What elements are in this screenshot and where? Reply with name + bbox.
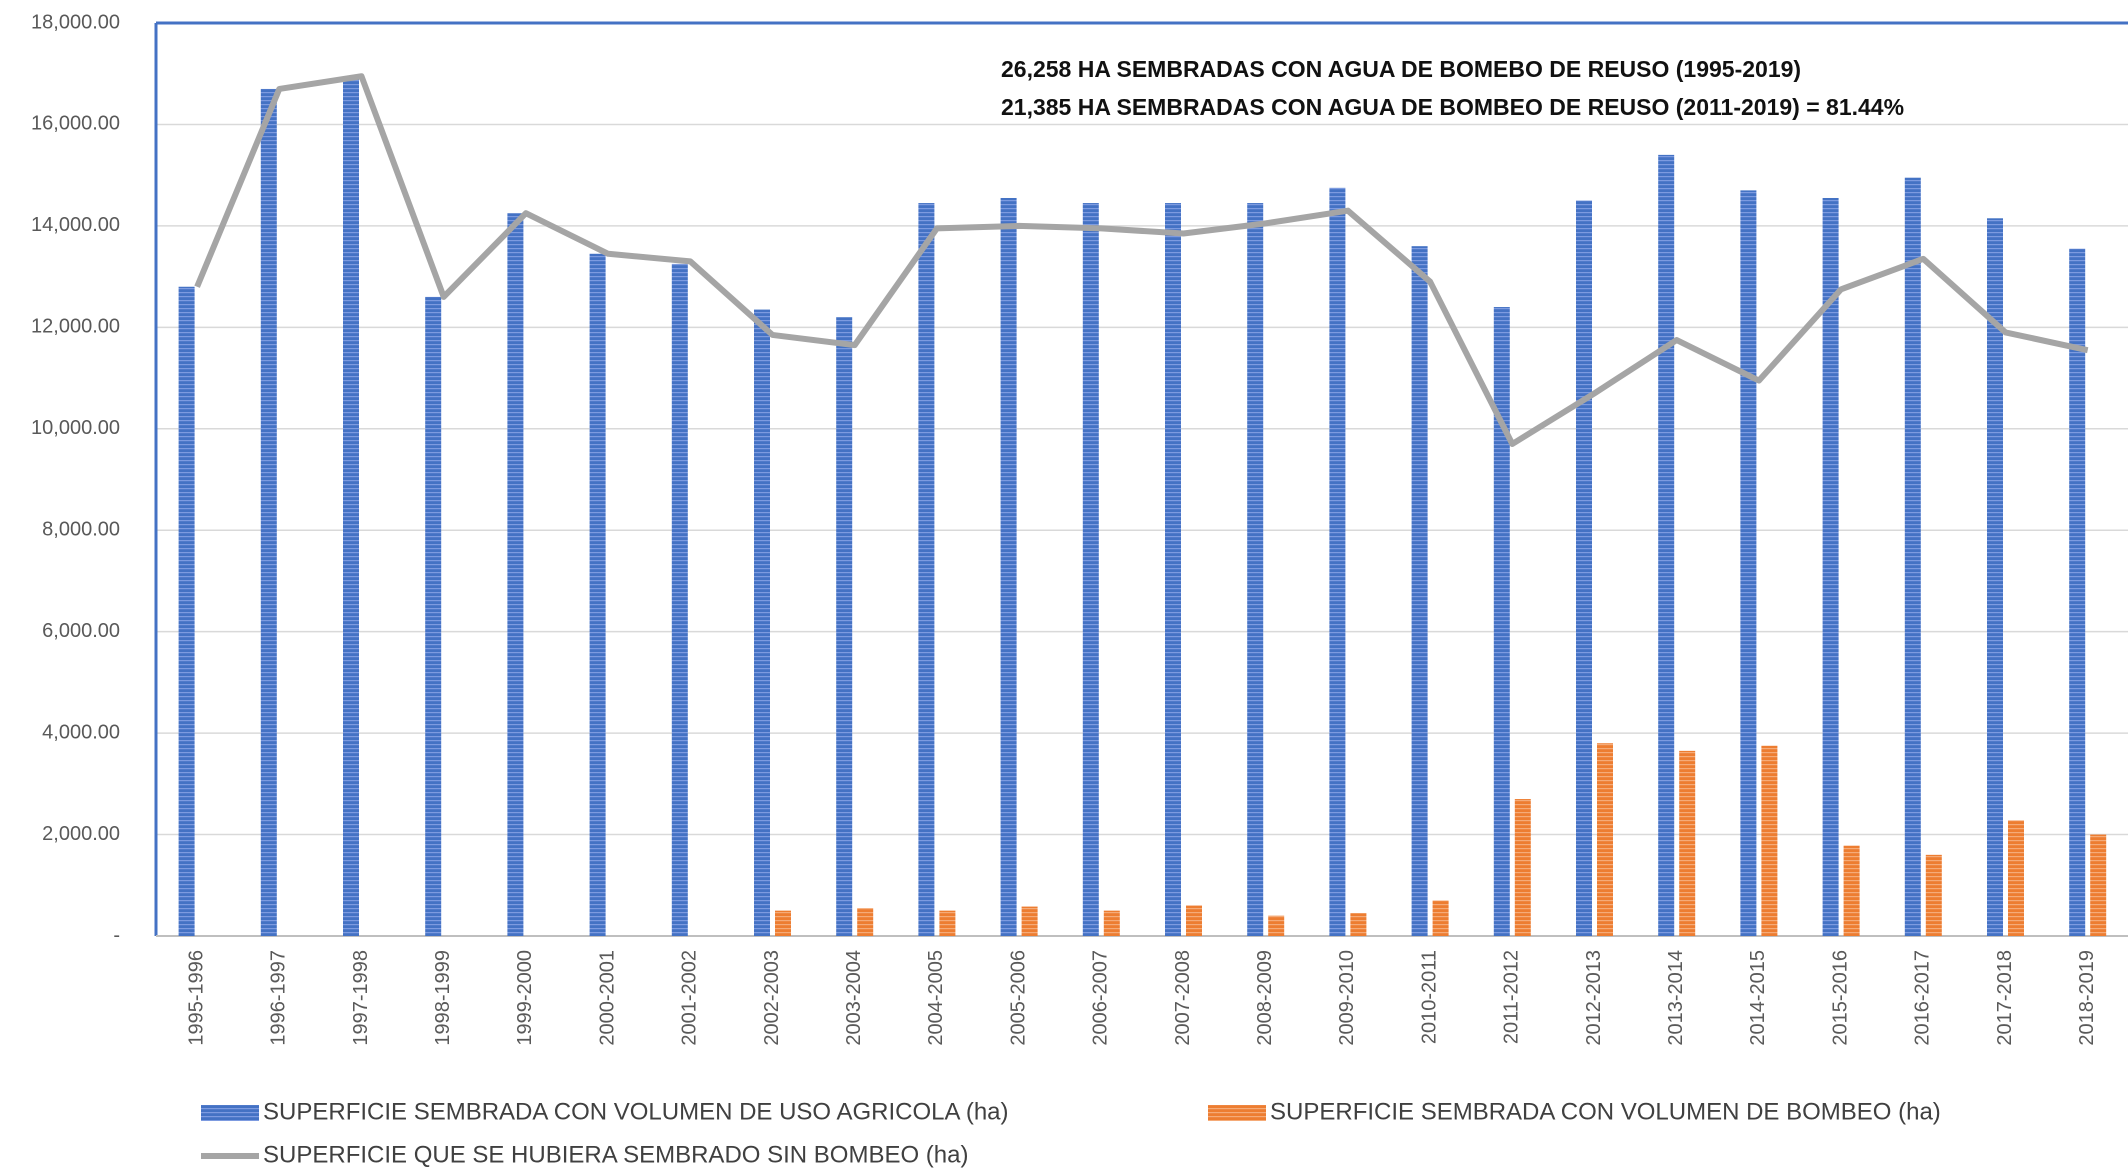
x-tick-label: 2013-2014	[1665, 950, 1687, 1046]
bar	[1247, 203, 1264, 936]
bar	[1843, 845, 1860, 936]
x-tick-label: 2018-2019	[2076, 950, 2098, 1046]
x-tick-label: 1995-1996	[185, 950, 207, 1046]
x-tick-label: 2008-2009	[1254, 950, 1276, 1046]
y-tick-label: 16,000.00	[31, 113, 120, 135]
bar	[1679, 750, 1696, 936]
bar	[671, 263, 688, 936]
bar	[1822, 197, 1839, 936]
bar	[589, 253, 606, 936]
x-tick-label: 2001-2002	[679, 950, 701, 1046]
bar	[1493, 307, 1510, 936]
bar	[1904, 177, 1921, 937]
legend-label: SUPERFICIE SEMBRADA CON VOLUMEN DE BOMBE…	[1270, 1098, 1941, 1125]
x-tick-label: 2009-2010	[1336, 950, 1358, 1046]
bar	[1268, 915, 1285, 936]
y-tick-label: 4,000.00	[42, 721, 120, 743]
bar	[2069, 248, 2086, 937]
bar	[1514, 799, 1531, 936]
bar	[1576, 200, 1592, 936]
bar	[1082, 203, 1099, 936]
bar	[836, 317, 853, 936]
x-tick-label: 2004-2005	[925, 950, 947, 1046]
bar	[1761, 745, 1778, 936]
bar	[1350, 913, 1367, 936]
bar	[754, 309, 770, 936]
bar	[1740, 190, 1757, 937]
bar	[1987, 218, 2003, 937]
x-tick-label: 1996-1997	[268, 950, 290, 1046]
bar	[1658, 154, 1675, 936]
bar	[918, 203, 935, 936]
x-tick-label: 1998-1999	[432, 950, 454, 1046]
bar	[425, 296, 442, 936]
bar	[775, 910, 791, 936]
y-tick-label: 14,000.00	[31, 214, 120, 236]
x-tick-label: 2005-2006	[1007, 950, 1029, 1046]
bar	[1411, 246, 1428, 936]
x-tick-label: 2000-2001	[596, 950, 618, 1046]
y-tick-label: -	[113, 924, 120, 946]
bar	[1021, 906, 1038, 936]
x-tick-label: 2017-2018	[1994, 950, 2016, 1046]
bar	[939, 910, 956, 936]
y-tick-label: 2,000.00	[42, 823, 120, 845]
bar	[1597, 743, 1613, 936]
annotation: 21,385 HA SEMBRADAS CON AGUA DE BOMBEO D…	[1001, 94, 1904, 120]
x-tick-label: 2003-2004	[843, 950, 865, 1046]
x-tick-label: 2015-2016	[1829, 950, 1851, 1046]
x-tick-label: 1999-2000	[514, 950, 536, 1046]
x-tick-label: 1997-1998	[350, 950, 372, 1046]
bar	[2090, 834, 2107, 936]
bar	[260, 88, 277, 936]
legend-swatch	[201, 1105, 259, 1121]
bar	[1925, 854, 1942, 936]
bar	[1186, 905, 1202, 936]
bar	[1000, 197, 1017, 936]
bar	[1103, 910, 1120, 936]
bar	[1329, 187, 1346, 936]
y-tick-label: 10,000.00	[31, 417, 120, 439]
bar	[178, 286, 195, 936]
bar	[343, 78, 359, 937]
x-tick-label: 2016-2017	[1912, 950, 1934, 1046]
y-tick-label: 18,000.00	[31, 11, 120, 33]
annotation: 26,258 HA SEMBRADAS CON AGUA DE BOMEBO D…	[1001, 56, 1801, 82]
x-tick-label: 2011-2012	[1501, 950, 1523, 1044]
y-tick-label: 12,000.00	[31, 316, 120, 338]
x-tick-label: 2006-2007	[1090, 950, 1112, 1046]
legend-label: SUPERFICIE QUE SE HUBIERA SEMBRADO SIN B…	[263, 1141, 968, 1168]
bar	[2008, 820, 2024, 936]
x-tick-label: 2007-2008	[1172, 950, 1194, 1046]
x-tick-label: 2002-2003	[761, 950, 783, 1046]
x-tick-label: 2014-2015	[1747, 950, 1769, 1046]
bar	[857, 908, 874, 936]
y-tick-label: 8,000.00	[42, 519, 120, 541]
y-tick-label: 6,000.00	[42, 620, 120, 642]
bar	[1432, 900, 1449, 936]
bar	[507, 213, 524, 937]
x-tick-label: 2012-2013	[1583, 950, 1605, 1046]
bar	[1165, 203, 1181, 936]
legend-swatch	[1208, 1105, 1266, 1121]
x-tick-label: 2010-2011	[1418, 950, 1440, 1044]
line	[194, 73, 2089, 447]
legend-label: SUPERFICIE SEMBRADA CON VOLUMEN DE USO A…	[263, 1098, 1009, 1125]
